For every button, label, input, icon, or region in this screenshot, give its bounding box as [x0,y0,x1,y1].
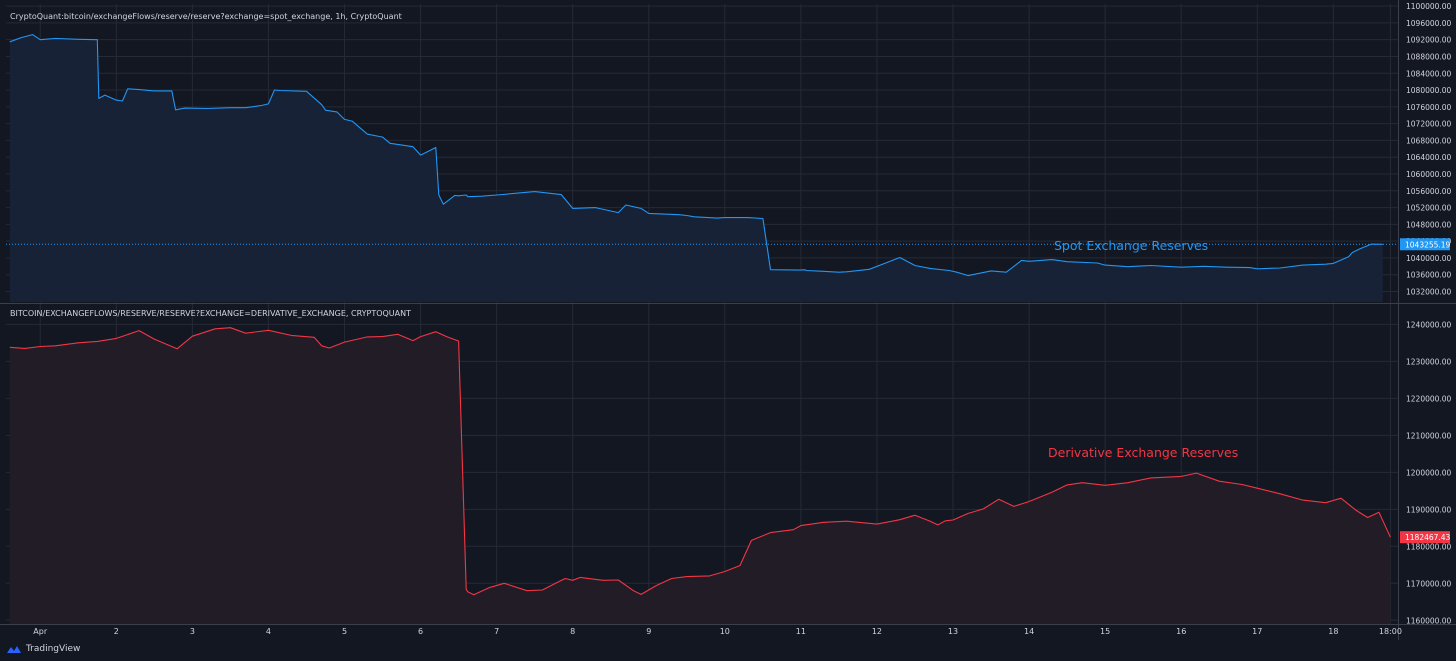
x-tick-label: 11 [796,627,806,636]
spot-series-line [9,34,1383,277]
y-tick-label: 1240000.00 [1406,320,1452,329]
y-tick-label: 1088000.00 [1406,52,1452,61]
y-tick-label: 1060000.00 [1406,170,1452,179]
y-tick-label: 1100000.00 [1406,2,1452,11]
spot-last-value-label: 1043255.19 [1405,240,1451,249]
x-tick-label: 14 [1024,627,1034,636]
x-tick-label: 17 [1252,627,1262,636]
x-tick-label: 13 [948,627,958,636]
spot-last-value-badge [1400,238,1450,251]
x-tick-label: 8 [570,627,575,636]
x-tick-label: 5 [342,627,347,636]
x-tick-label: 7 [494,627,499,636]
spot-pane-title: CryptoQuant:bitcoin/exchangeFlows/reserv… [10,12,402,21]
y-tick-label: 1052000.00 [1406,204,1452,213]
x-tick-label: 10 [720,627,730,636]
x-tick-label: 16 [1176,627,1186,636]
derivative-series-line [9,327,1391,596]
y-tick-label: 1072000.00 [1406,120,1452,129]
tradingview-brand-text: TradingView [26,644,81,654]
x-tick-label: Apr [33,627,48,636]
x-tick-label: 15 [1100,627,1110,636]
y-tick-label: 1068000.00 [1406,136,1452,145]
y-tick-label: 1190000.00 [1406,505,1452,514]
y-tick-label: 1048000.00 [1406,220,1452,229]
y-tick-label: 1096000.00 [1406,19,1452,28]
y-tick-label: 1230000.00 [1406,357,1452,366]
y-tick-label: 1170000.00 [1406,579,1452,588]
y-tick-label: 1032000.00 [1406,288,1452,297]
x-tick-label: 18 [1328,627,1338,636]
x-tick-label: 9 [646,627,651,636]
y-tick-label: 1080000.00 [1406,86,1452,95]
derivative-last-value-badge [1400,531,1450,544]
y-tick-label: 1064000.00 [1406,153,1452,162]
y-tick-label: 1084000.00 [1406,69,1452,78]
y-tick-label: 1092000.00 [1406,36,1452,45]
derivative-series-annotation: Derivative Exchange Reserves [1048,445,1239,460]
x-tick-label: 4 [266,627,271,636]
y-tick-label: 1210000.00 [1406,431,1452,440]
x-tick-label: 6 [418,627,423,636]
derivative-pane-title: BITCOIN/EXCHANGEFLOWS/RESERVE/RESERVE?EX… [10,309,411,318]
tradingview-logo-icon [7,646,21,653]
y-tick-label: 1160000.00 [1406,616,1452,625]
derivative-area-fill [9,327,1391,624]
x-tick-label: 18:00 [1379,627,1402,636]
spot-area-fill [9,34,1383,302]
y-tick-label: 1200000.00 [1406,468,1452,477]
x-tick-label: 12 [872,627,882,636]
y-tick-label: 1076000.00 [1406,103,1452,112]
y-tick-label: 1036000.00 [1406,271,1452,280]
spot-series-annotation: Spot Exchange Reserves [1054,238,1209,253]
tradingview-watermark[interactable]: TradingView [6,643,80,655]
y-tick-label: 1056000.00 [1406,187,1452,196]
x-tick-label: 3 [190,627,195,636]
y-tick-label: 1180000.00 [1406,542,1452,551]
y-tick-label: 1220000.00 [1406,394,1452,403]
y-tick-label: 1040000.00 [1406,254,1452,263]
x-tick-label: 2 [114,627,119,636]
derivative-last-value-label: 1182467.43 [1405,533,1451,542]
